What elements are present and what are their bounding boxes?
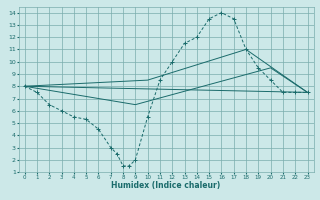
X-axis label: Humidex (Indice chaleur): Humidex (Indice chaleur) bbox=[111, 181, 221, 190]
